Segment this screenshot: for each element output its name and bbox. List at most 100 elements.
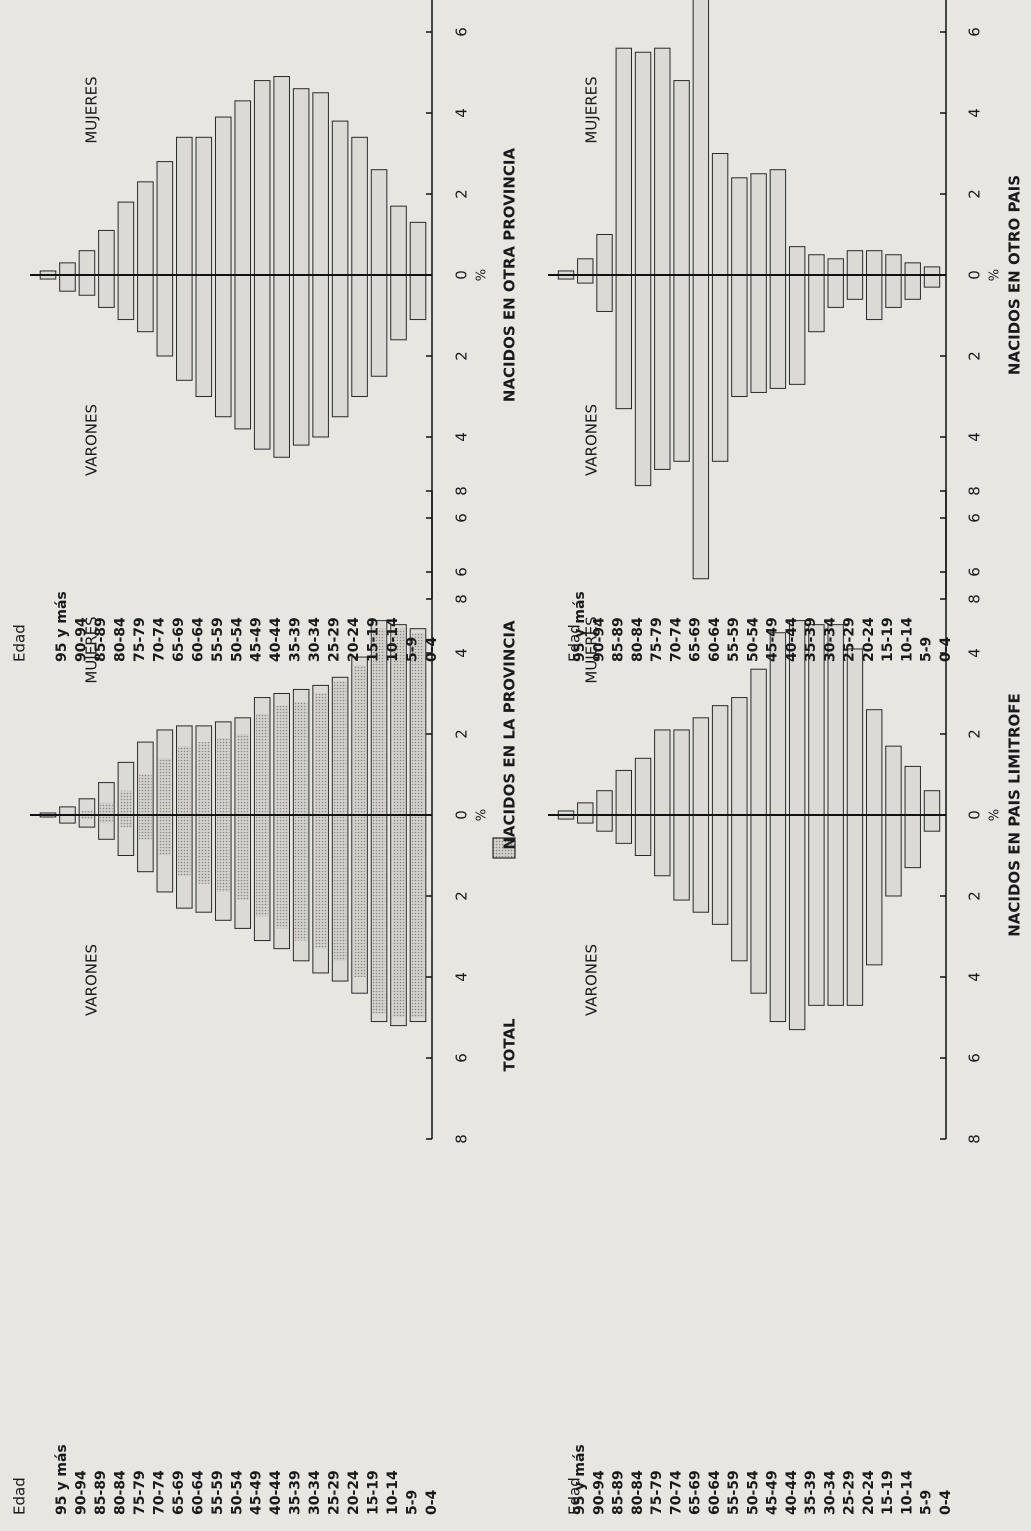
bar-men xyxy=(904,814,921,869)
age-label: 45-49 xyxy=(765,617,781,662)
women-label: MUJERES xyxy=(83,76,101,143)
bar-men xyxy=(195,274,213,397)
age-label: 95 y más xyxy=(572,591,588,662)
women-label: MUJERES xyxy=(583,616,601,683)
bar-women xyxy=(577,802,594,816)
bar-women xyxy=(331,120,349,276)
bar-women xyxy=(904,262,921,276)
bar-women xyxy=(59,262,76,276)
bar-women xyxy=(654,729,671,816)
age-label: 10-14 xyxy=(899,1470,915,1515)
age-label: 20-24 xyxy=(861,617,877,662)
age-label: 0-4 xyxy=(938,1489,954,1515)
bar-men xyxy=(923,274,941,288)
age-label: 15-19 xyxy=(880,617,896,662)
age-label: 50-54 xyxy=(745,617,761,662)
age-label: 40-44 xyxy=(268,1470,284,1515)
tick-label: 2 xyxy=(966,729,984,739)
bar-men xyxy=(253,274,271,450)
axis-unit-label: % xyxy=(475,269,490,281)
bar-women xyxy=(846,648,864,816)
age-label: 75-79 xyxy=(649,1470,665,1515)
tick-label: 4 xyxy=(453,972,471,982)
bar-women xyxy=(234,100,252,276)
tick-label: 4 xyxy=(966,432,984,442)
tick-label: 8 xyxy=(966,594,984,604)
bar-women xyxy=(615,47,632,276)
age-label: 45-49 xyxy=(249,1470,265,1515)
age-header: Edad xyxy=(566,624,584,662)
bar-women-province xyxy=(80,810,94,815)
bar-men-province xyxy=(314,815,327,949)
tick-label: 2 xyxy=(453,891,471,901)
age-label: 50-54 xyxy=(229,617,245,662)
chart-0 xyxy=(30,490,433,1140)
bar-women xyxy=(673,729,690,816)
bar-men xyxy=(59,814,76,824)
bar-women-province xyxy=(178,746,191,815)
bar-men xyxy=(654,274,671,470)
tick-label: 8 xyxy=(453,1134,471,1144)
bar-women xyxy=(176,136,193,276)
bar-women-province xyxy=(294,701,308,815)
age-label: 20-24 xyxy=(346,617,362,662)
age-label: 90-94 xyxy=(73,617,89,662)
age-label: 35-39 xyxy=(803,1470,819,1515)
bar-men xyxy=(769,814,787,1023)
bar-women xyxy=(885,745,902,816)
tick-label: 6 xyxy=(966,1053,984,1063)
men-label: VARONES xyxy=(83,944,101,1016)
tick-label: 6 xyxy=(453,1053,471,1063)
age-label: 75-79 xyxy=(132,1470,148,1515)
bar-women xyxy=(692,717,710,816)
bar-women-province xyxy=(217,738,230,815)
age-label: 65-69 xyxy=(171,617,187,662)
axis-unit-label: % xyxy=(988,269,1003,281)
tick-label: 6 xyxy=(966,513,984,523)
men-label: VARONES xyxy=(583,944,601,1016)
bar-men xyxy=(596,274,613,312)
bar-men xyxy=(351,274,368,397)
age-label: 85-89 xyxy=(611,617,627,662)
bar-men xyxy=(904,274,921,300)
age-label: 70-74 xyxy=(668,617,684,662)
bar-men xyxy=(731,814,748,962)
tick-label: 2 xyxy=(966,891,984,901)
bar-men xyxy=(176,274,193,381)
age-label: 60-64 xyxy=(707,1470,723,1515)
bar-men xyxy=(596,814,613,832)
bar-women xyxy=(788,246,806,276)
age-header: Edad xyxy=(566,1477,584,1515)
bar-women-province xyxy=(158,758,172,815)
tick-label: 4 xyxy=(453,648,471,658)
bar-men xyxy=(731,274,748,397)
bar-men xyxy=(615,814,632,844)
bar-women-province xyxy=(333,681,347,815)
bar-men-province xyxy=(158,815,172,856)
bar-men-province xyxy=(80,815,94,820)
tick-label: 0 xyxy=(453,810,471,820)
legend xyxy=(492,837,516,859)
bar-men xyxy=(577,274,594,284)
tick-label: 4 xyxy=(966,972,984,982)
age-label: 85-89 xyxy=(611,1470,627,1515)
bar-men xyxy=(827,274,844,308)
bar-women xyxy=(98,229,115,276)
age-label: 5-9 xyxy=(405,637,421,662)
age-label: 35-39 xyxy=(288,1470,304,1515)
bar-men xyxy=(654,814,671,877)
bar-men xyxy=(292,274,310,446)
chart-title: NACIDOS EN OTRO PAIS xyxy=(1006,175,1024,375)
bar-women xyxy=(711,705,729,816)
tick-label: 2 xyxy=(453,189,471,199)
bar-men xyxy=(273,274,290,458)
age-label: 0-4 xyxy=(424,1489,440,1515)
bar-women xyxy=(292,88,310,276)
age-label: 55-59 xyxy=(210,1470,226,1515)
bar-men xyxy=(577,814,594,824)
tick-label: 2 xyxy=(453,729,471,739)
bar-men xyxy=(923,814,941,832)
bar-women xyxy=(596,234,613,276)
tick-label: 0 xyxy=(453,270,471,280)
